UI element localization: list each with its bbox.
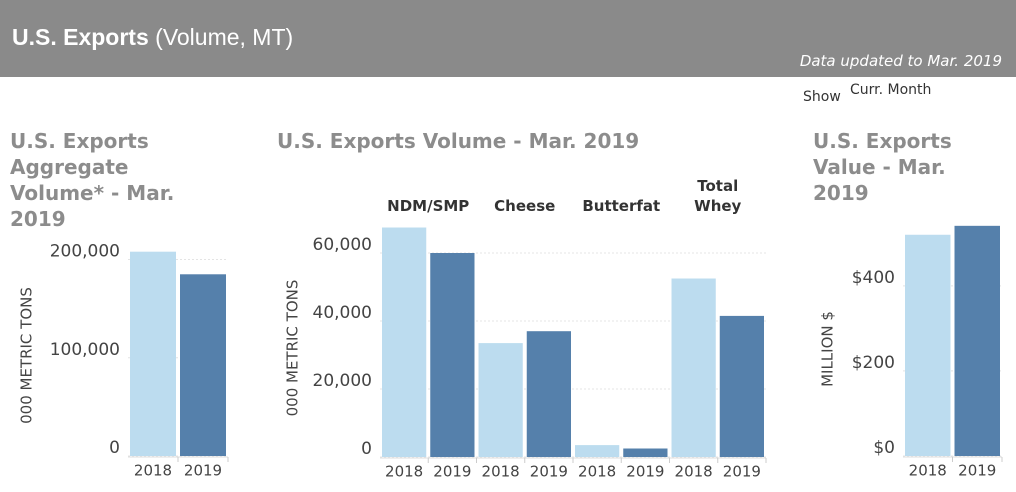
bar bbox=[719, 315, 764, 457]
bar bbox=[180, 274, 226, 456]
updated-note: Data updated to Mar. 2019 bbox=[799, 52, 1002, 70]
x-tick-label: 2019 bbox=[723, 463, 761, 481]
x-tick-label: 2018 bbox=[675, 463, 713, 481]
show-value[interactable]: Curr. Month bbox=[850, 82, 932, 98]
y-tick-label: 40,000 bbox=[313, 303, 372, 323]
x-tick-label: 2019 bbox=[958, 462, 996, 480]
bar bbox=[130, 251, 176, 456]
x-tick-label: 2019 bbox=[530, 463, 568, 481]
y-tick-label: 100,000 bbox=[50, 340, 120, 360]
bar bbox=[905, 234, 951, 456]
bar bbox=[526, 331, 571, 457]
bar bbox=[623, 448, 668, 457]
y-tick-label: 0 bbox=[361, 439, 372, 459]
x-tick-label: 2018 bbox=[482, 463, 520, 481]
bar bbox=[671, 278, 716, 457]
bar bbox=[954, 225, 1000, 456]
group-label: Butterfat bbox=[582, 197, 661, 215]
x-tick-label: 2018 bbox=[134, 462, 172, 480]
chart-title: U.S. Exports Volume - Mar. 2019 bbox=[277, 129, 640, 153]
header: U.S. Exports (Volume, MT) Data updated t… bbox=[0, 0, 1016, 77]
y-tick-label: 0 bbox=[109, 438, 120, 458]
bar bbox=[430, 253, 475, 457]
y-tick-label: $200 bbox=[852, 353, 895, 373]
x-tick-label: 2019 bbox=[184, 462, 222, 480]
y-tick-label: $0 bbox=[873, 438, 895, 458]
x-tick-label: 2019 bbox=[433, 463, 471, 481]
y-axis-label: MILLION $ bbox=[819, 311, 837, 387]
chart-title: U.S. Exports Aggregate Volume* - Mar. 20… bbox=[10, 129, 175, 231]
show-label: Show bbox=[803, 89, 841, 105]
y-tick-label: $400 bbox=[852, 268, 895, 288]
group-label: NDM/SMP bbox=[387, 197, 470, 215]
bar bbox=[478, 343, 523, 457]
chart-title: U.S. Exports Value - Mar. 2019 bbox=[813, 129, 952, 205]
y-axis-label: 000 METRIC TONS bbox=[284, 280, 302, 417]
x-tick-label: 2018 bbox=[385, 463, 423, 481]
subtitle: (Volume, MT) bbox=[155, 24, 294, 50]
header-title: U.S. Exports (Volume, MT) bbox=[12, 24, 293, 51]
group-label: Total Whey bbox=[694, 177, 742, 215]
y-tick-label: 20,000 bbox=[313, 371, 372, 391]
x-tick-label: 2019 bbox=[626, 463, 664, 481]
bar bbox=[575, 445, 620, 457]
x-tick-label: 2018 bbox=[578, 463, 616, 481]
y-axis-label: 000 METRIC TONS bbox=[18, 287, 36, 424]
y-tick-label: 200,000 bbox=[50, 242, 120, 262]
x-tick-label: 2018 bbox=[909, 462, 947, 480]
group-label: Cheese bbox=[494, 197, 556, 215]
title: U.S. Exports bbox=[12, 24, 149, 50]
y-tick-label: 60,000 bbox=[313, 235, 372, 255]
bar bbox=[382, 227, 427, 457]
